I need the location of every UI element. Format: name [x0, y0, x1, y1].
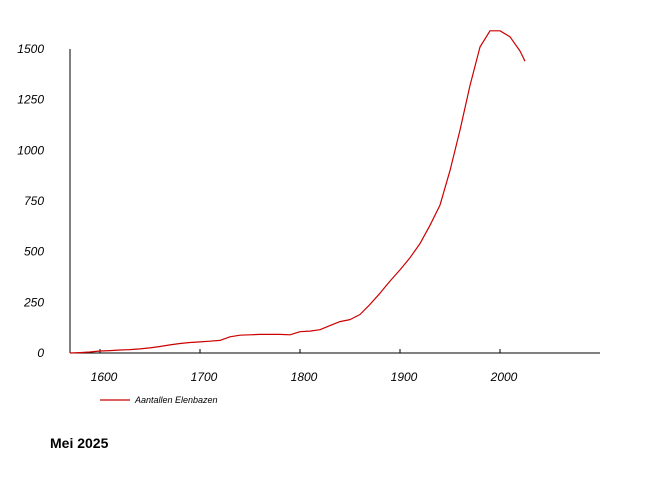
y-tick-label: 250 [23, 295, 44, 309]
x-tick-label: 1700 [191, 370, 218, 384]
y-tick-label: 1000 [17, 143, 44, 157]
chart-series [69, 30, 526, 354]
y-tick-label: 0 [37, 346, 44, 360]
footer-date: Mei 2025 [50, 435, 109, 451]
x-tick-label: 1600 [91, 370, 118, 384]
series-line [69, 30, 526, 354]
x-tick-label: 1900 [391, 370, 418, 384]
x-tick-label: 1800 [291, 370, 318, 384]
chart-axes [69, 49, 600, 354]
y-tick-label: 1500 [17, 42, 44, 56]
y-tick-label: 750 [24, 194, 44, 208]
legend-label: Aantallen Elenbazen [134, 395, 218, 405]
y-tick-label: 1250 [17, 93, 44, 107]
x-tick-label: 2000 [490, 370, 518, 384]
y-tick-label: 500 [24, 245, 44, 259]
chart-legend: Aantallen Elenbazen [100, 395, 218, 405]
chart-ticks: 0 250 500 750 1000 1250 1500 1600 1700 1800 1900 20… [17, 42, 517, 384]
